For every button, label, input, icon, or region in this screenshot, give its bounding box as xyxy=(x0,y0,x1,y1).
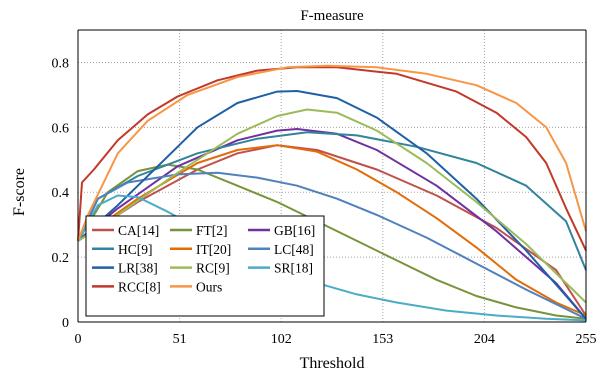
series-layer xyxy=(77,64,587,322)
y-tick-label: 0.8 xyxy=(52,56,70,71)
legend-label: IT[20] xyxy=(196,242,231,257)
series-line-7 xyxy=(77,108,587,304)
series-line-6 xyxy=(77,90,587,320)
y-tick-label: 0 xyxy=(62,316,69,331)
y-tick-label: 0.2 xyxy=(52,251,70,266)
series-line-4 xyxy=(77,144,587,317)
tick-labels: 0 51 102 153 204 255 0 0.2 0.4 0.6 0.8 xyxy=(52,56,597,347)
y-tick-label: 0.6 xyxy=(52,121,70,136)
legend-box xyxy=(85,215,325,317)
x-tick-label: 255 xyxy=(576,332,597,347)
legend-label: HC[9] xyxy=(118,242,153,257)
legend-label: FT[2] xyxy=(196,223,228,238)
legend-label: SR[18] xyxy=(274,261,313,276)
y-tick-label: 0.4 xyxy=(52,186,70,201)
series-line-10 xyxy=(77,64,587,242)
axes xyxy=(77,29,587,323)
series-line-5 xyxy=(77,171,587,320)
x-tick-label: 204 xyxy=(474,332,495,347)
series-line-0 xyxy=(77,144,587,317)
chart-title: F-measure xyxy=(300,8,364,24)
x-axis-label: Threshold xyxy=(300,355,365,372)
x-tick-label: 0 xyxy=(75,332,82,347)
legend: CA[14] FT[2] GB[16] HC[9] IT[20] LC[48] LR[38]… xyxy=(85,215,325,317)
series-line-3 xyxy=(77,131,587,271)
series-line-2 xyxy=(77,128,587,320)
legend-label: RC[9] xyxy=(196,261,230,276)
legend-label: RCC[8] xyxy=(118,279,161,294)
y-axis-label: F-score xyxy=(11,168,28,216)
legend-label: Ours xyxy=(196,279,222,294)
x-tick-label: 102 xyxy=(271,332,292,347)
legend-label: CA[14] xyxy=(118,223,159,238)
legend-label: LC[48] xyxy=(274,242,314,257)
legend-label: LR[38] xyxy=(118,261,158,276)
x-tick-label: 51 xyxy=(173,332,187,347)
legend-label: GB[16] xyxy=(274,223,315,238)
x-tick-label: 153 xyxy=(372,332,393,347)
